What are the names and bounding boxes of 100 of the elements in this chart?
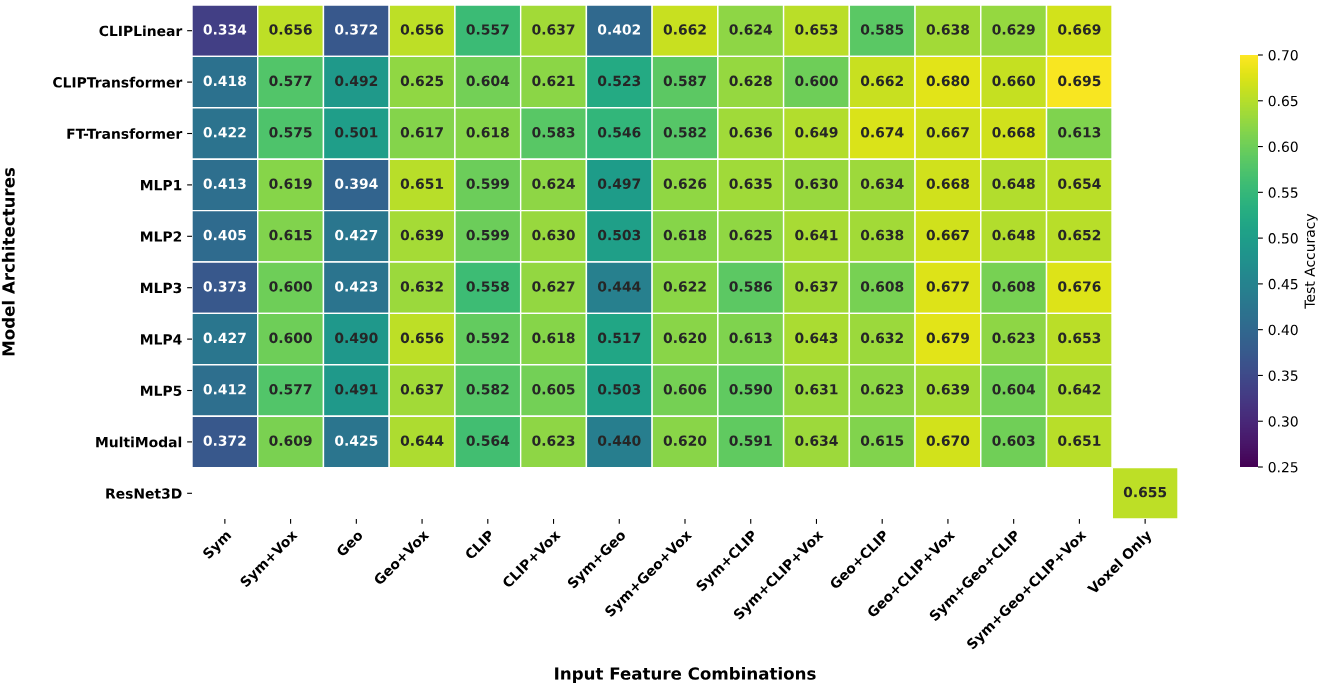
color-bar-label: 0.30	[1268, 416, 1298, 427]
data-label: 0.592	[466, 332, 509, 344]
data-label: 0.599	[466, 178, 509, 189]
data-label: 0.628	[729, 75, 772, 87]
data-label: 0.613	[729, 332, 772, 344]
data-label: 0.637	[400, 384, 443, 395]
color-bar-title: Test Accuracy	[1304, 213, 1318, 309]
data-label: 0.679	[926, 332, 970, 344]
data-label: 0.653	[1058, 332, 1101, 344]
data-label: 0.655	[1123, 486, 1167, 498]
data-label: 0.497	[597, 178, 641, 189]
data-label: 0.629	[992, 24, 1035, 35]
data-label: 0.636	[729, 127, 772, 138]
data-label: 0.662	[663, 24, 706, 35]
y-tick-label: ResNet3D	[106, 488, 182, 499]
data-label: 0.622	[663, 281, 706, 292]
data-label: 0.491	[335, 384, 378, 395]
data-label: 0.668	[926, 178, 970, 189]
data-label: 0.422	[203, 127, 246, 138]
data-label: 0.667	[926, 127, 969, 138]
data-label: 0.619	[269, 178, 312, 189]
data-label: 0.621	[532, 75, 575, 87]
data-label: 0.334	[203, 24, 247, 35]
data-label: 0.603	[992, 435, 1035, 446]
data-label: 0.623	[860, 384, 904, 395]
data-label: 0.604	[466, 75, 510, 87]
data-label: 0.604	[992, 384, 1035, 395]
data-label: 0.667	[926, 229, 969, 241]
data-label: 0.503	[597, 229, 641, 241]
data-label: 0.591	[729, 435, 772, 446]
data-label: 0.427	[203, 332, 246, 344]
data-label: 0.372	[203, 435, 246, 446]
data-label: 0.653	[795, 24, 838, 35]
data-label: 0.643	[795, 332, 838, 344]
data-label: 0.600	[269, 332, 312, 344]
data-label: 0.609	[269, 435, 312, 446]
data-label: 0.669	[1058, 24, 1101, 35]
data-label: 0.613	[1058, 127, 1101, 138]
data-label: 0.637	[532, 24, 575, 35]
data-label: 0.546	[597, 127, 641, 138]
data-label: 0.577	[269, 75, 312, 87]
y-tick-label: CLIPLinear	[99, 25, 183, 37]
color-bar-label: 0.45	[1268, 278, 1298, 290]
data-label: 0.440	[597, 435, 641, 446]
data-label: 0.648	[992, 178, 1035, 189]
data-label: 0.615	[269, 229, 312, 241]
data-label: 0.608	[992, 281, 1035, 292]
data-label: 0.620	[663, 435, 707, 446]
data-label: 0.444	[597, 281, 641, 292]
color-bar-label: 0.65	[1268, 95, 1298, 107]
data-label: 0.695	[1058, 75, 1101, 87]
data-label: 0.564	[466, 435, 510, 446]
data-label: 0.668	[992, 127, 1035, 138]
data-label: 0.677	[926, 281, 969, 292]
data-label: 0.418	[203, 75, 246, 87]
data-label: 0.586	[729, 281, 772, 292]
data-label: 0.676	[1058, 281, 1101, 292]
color-bar-label: 0.35	[1268, 370, 1298, 381]
color-bar-label: 0.55	[1268, 187, 1298, 198]
data-label: 0.656	[400, 24, 444, 35]
data-label: 0.639	[926, 384, 970, 395]
data-label: 0.523	[597, 75, 641, 87]
color-bar-label: 0.50	[1268, 233, 1298, 244]
y-tick-label: MLP1	[141, 180, 182, 191]
data-label: 0.606	[663, 384, 707, 395]
data-label: 0.517	[597, 332, 641, 344]
data-label: 0.583	[532, 127, 575, 138]
data-label: 0.642	[1058, 384, 1101, 395]
data-label: 0.632	[400, 281, 443, 292]
data-label: 0.654	[1058, 178, 1101, 189]
data-label: 0.425	[335, 435, 378, 446]
data-label: 0.608	[860, 281, 904, 292]
data-label: 0.394	[335, 178, 378, 189]
data-label: 0.558	[466, 281, 509, 292]
data-label: 0.641	[795, 229, 838, 241]
data-label: 0.599	[466, 229, 509, 241]
data-label: 0.648	[992, 229, 1035, 241]
data-label: 0.623	[532, 435, 575, 446]
data-label: 0.402	[597, 24, 641, 35]
data-label: 0.638	[860, 229, 904, 241]
y-tick-label: MLP3	[141, 282, 182, 294]
data-label: 0.373	[203, 281, 246, 292]
y-tick-label: MLP4	[141, 334, 182, 345]
data-label: 0.582	[466, 384, 509, 395]
data-label: 0.618	[663, 229, 707, 241]
data-label: 0.634	[860, 178, 904, 189]
data-label: 0.405	[203, 229, 246, 241]
color-bar-label: 0.60	[1268, 141, 1298, 153]
data-label: 0.652	[1058, 229, 1101, 241]
data-label: 0.630	[795, 178, 838, 189]
color-bar-label: 0.70	[1268, 49, 1298, 61]
y-tick-label: CLIPTransformer	[53, 76, 183, 88]
data-label: 0.557	[466, 24, 509, 35]
data-label: 0.644	[400, 435, 444, 446]
data-label: 0.617	[400, 127, 443, 138]
data-label: 0.630	[532, 229, 575, 241]
data-label: 0.590	[729, 384, 773, 395]
data-label: 0.615	[860, 435, 904, 446]
data-label: 0.503	[597, 384, 641, 395]
data-label: 0.662	[860, 75, 903, 87]
